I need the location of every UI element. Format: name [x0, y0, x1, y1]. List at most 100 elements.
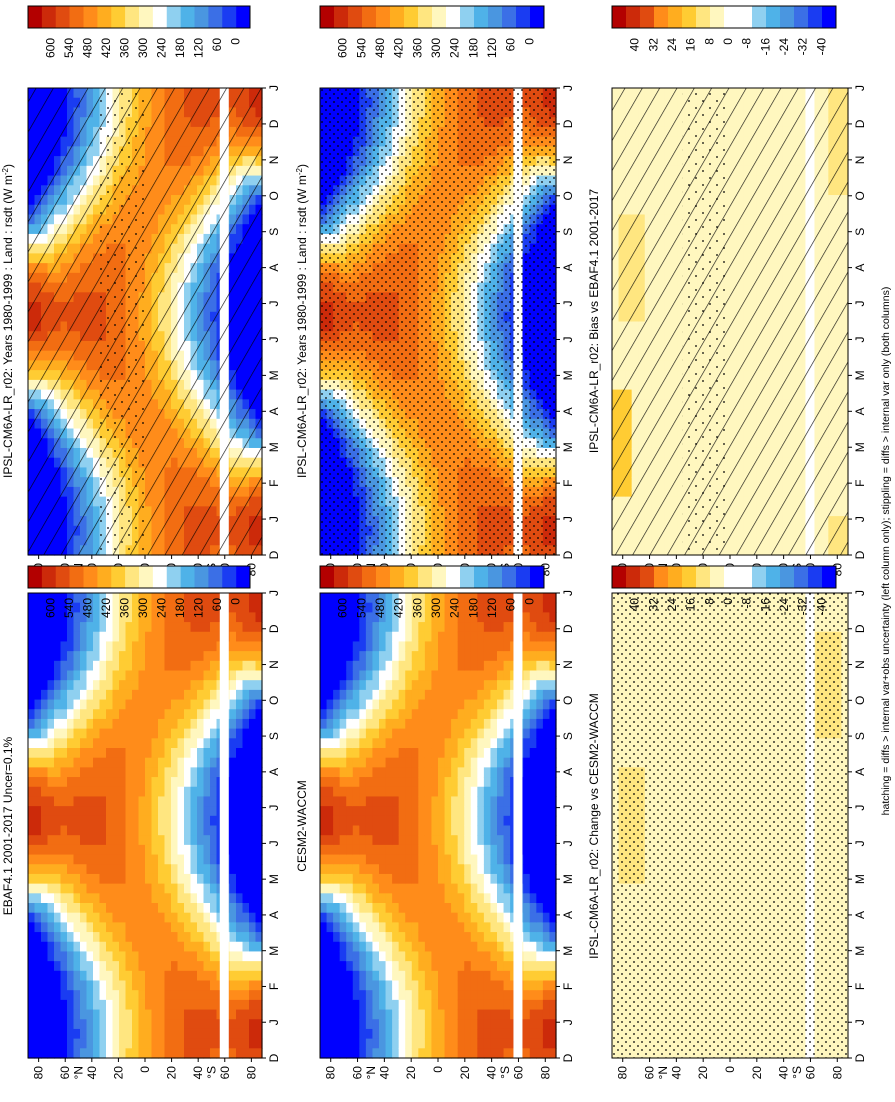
- colorbar-label: -32: [796, 38, 810, 56]
- colorbar-label: 24: [665, 38, 679, 52]
- month-tick-label: F: [853, 983, 867, 990]
- month-tick-label: M: [853, 442, 867, 452]
- lat-tick-label: 40: [191, 1066, 205, 1080]
- colorbar-swatch: [682, 6, 697, 28]
- colorbar-swatch: [822, 566, 837, 588]
- colorbar-swatch: [194, 566, 209, 588]
- colorbar-swatch: [682, 566, 697, 588]
- panel-left-bottom: 80604020020406080°N°SDJFMAMJJASONDJIPSL-…: [587, 5, 867, 576]
- lat-tick-label: 80: [538, 1066, 552, 1080]
- colorbar-label: 60: [210, 598, 224, 612]
- month-tick-label: D: [561, 1053, 575, 1062]
- colorbar-label: 180: [466, 598, 480, 618]
- colorbar-swatch: [334, 6, 349, 28]
- colorbar-frame: [27, 5, 251, 29]
- colorbar-swatch: [362, 566, 377, 588]
- month-tick-label: M: [561, 370, 575, 380]
- lat-tick-label: 80: [244, 1066, 258, 1080]
- month-tick-label: J: [561, 301, 575, 307]
- colorbar-swatch: [502, 6, 517, 28]
- month-tick-label: D: [561, 119, 575, 128]
- colorbar-label: 420: [99, 38, 113, 58]
- colorbar-swatch: [668, 566, 683, 588]
- lat-tick-label: 40: [377, 1066, 391, 1080]
- panel-right-middle: 80 60 40 20 0 20 40 60 80 °N °S D J F M A M J J A S O N D J CESM2…: [295, 565, 575, 1080]
- colorbar-swatch: [180, 6, 195, 28]
- lat-tick-label: 60: [803, 1066, 817, 1080]
- colorbar-swatch: [516, 566, 531, 588]
- month-tick-label: F: [853, 479, 867, 486]
- month-tick-label: A: [853, 264, 867, 272]
- colorbar-swatch: [69, 566, 84, 588]
- stippling-overlay: [320, 88, 556, 555]
- month-tick-label: D: [267, 624, 281, 633]
- colorbar-swatch: [612, 566, 627, 588]
- month-tick-label: J: [853, 590, 867, 596]
- colorbar-label: 120: [485, 598, 499, 618]
- colorbar-swatch: [180, 566, 195, 588]
- month-tick-label: A: [267, 911, 281, 919]
- lat-hemisphere-label: °N: [72, 1066, 86, 1079]
- colorbar-label: 600: [44, 598, 58, 618]
- colorbar-swatch: [710, 6, 725, 28]
- month-tick-label: A: [267, 264, 281, 272]
- month-tick-label: J: [267, 336, 281, 342]
- lat-tick-label: 60: [643, 1066, 657, 1080]
- month-tick-label: D: [853, 550, 867, 559]
- colorbar-label: 180: [173, 598, 187, 618]
- panel-right-top: 80604020020406080°N°SDJFMAMJJASONDJIPSL-…: [295, 5, 575, 576]
- colorbar-swatch: [236, 566, 251, 588]
- month-tick-label: D: [561, 550, 575, 559]
- panel-title-sup: -2: [295, 167, 304, 175]
- panel-right-bottom: 80 60 40 20 0 20 40 60 80°N °SDJFMAMJJASONDJIPSL-…: [587, 565, 867, 1080]
- colorbar-swatch: [752, 566, 767, 588]
- lat-hemisphere-label: °S: [498, 1066, 512, 1079]
- month-tick-label: O: [853, 191, 867, 200]
- panel-title-end: ): [295, 164, 309, 168]
- colorbar-label: -40: [814, 598, 828, 616]
- colorbar-label: 360: [118, 38, 132, 58]
- colorbar-label: 540: [62, 598, 76, 618]
- colorbar-swatch: [516, 6, 531, 28]
- colorbar-swatch: [69, 6, 84, 28]
- colorbar-label: -16: [758, 598, 772, 616]
- colorbar-swatch: [530, 566, 545, 588]
- month-tick-label: D: [267, 1053, 281, 1062]
- colorbar-frame: [319, 5, 545, 29]
- colorbar-label: 540: [354, 598, 368, 618]
- colorbar-swatch: [738, 6, 753, 28]
- lat-hemisphere-label: °S: [204, 1066, 218, 1079]
- panel-left-top: 80604020020406080°N°SDJFMAMJJASONDJIPSL-…: [1, 5, 281, 576]
- colorbar-label: 0: [721, 38, 735, 45]
- colorbar-frame: [319, 565, 545, 589]
- colorbar-label: -8: [740, 38, 754, 49]
- month-tick-label: F: [267, 479, 281, 486]
- colorbar-swatch: [404, 6, 419, 28]
- colorbar-swatch: [654, 566, 669, 588]
- colorbar-swatch: [320, 566, 335, 588]
- colorbar-swatch: [460, 566, 475, 588]
- colorbar-swatch: [390, 6, 405, 28]
- colorbar-label: 480: [373, 38, 387, 58]
- colorbar-swatch: [194, 6, 209, 28]
- colorbar-label: 420: [392, 38, 406, 58]
- colorbar-label: 8: [702, 38, 716, 45]
- colorbar-label: 420: [392, 598, 406, 618]
- colorbar-swatch: [41, 566, 57, 588]
- month-tick-label: S: [267, 228, 281, 236]
- month-tick-label: J: [853, 805, 867, 811]
- lat-tick-label: 20: [750, 1066, 764, 1080]
- colorbar-swatch: [488, 6, 503, 28]
- month-tick-label: J: [267, 1019, 281, 1025]
- colorbar-label: 360: [118, 598, 132, 618]
- month-tick-label: J: [267, 301, 281, 307]
- colorbar-swatch: [236, 6, 251, 28]
- colorbar-swatch: [348, 6, 363, 28]
- colorbar-label: 300: [136, 38, 150, 58]
- lat-tick-label: 0: [431, 1066, 445, 1073]
- month-tick-label: D: [267, 550, 281, 559]
- colorbar-swatch: [668, 6, 683, 28]
- colorbar-label: -24: [777, 598, 791, 616]
- month-tick-label: J: [561, 336, 575, 342]
- colorbar-swatch: [41, 6, 57, 28]
